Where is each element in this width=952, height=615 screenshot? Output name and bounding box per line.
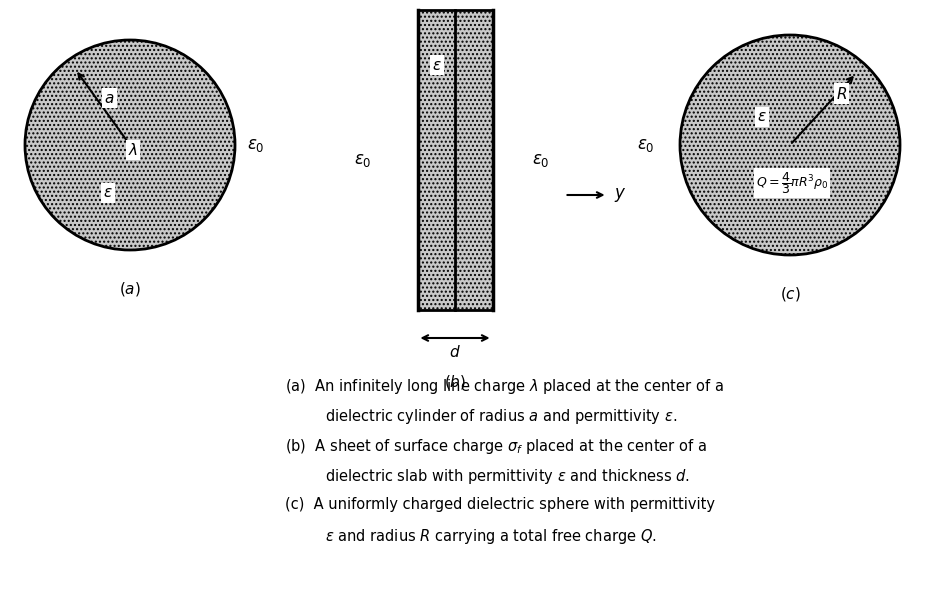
Text: $\epsilon_0$: $\epsilon_0$ — [638, 136, 655, 154]
Text: $Q = \dfrac{4}{3}\pi R^3\rho_0$: $Q = \dfrac{4}{3}\pi R^3\rho_0$ — [756, 170, 828, 196]
Text: $\epsilon_0$: $\epsilon_0$ — [247, 136, 265, 154]
Text: $\epsilon$: $\epsilon$ — [103, 186, 113, 200]
Text: $\varepsilon$ and radius $R$ carrying a total free charge $Q$.: $\varepsilon$ and radius $R$ carrying a … — [325, 527, 657, 546]
Text: $a$: $a$ — [104, 90, 114, 106]
Text: $d$: $d$ — [449, 344, 461, 360]
Text: $\lambda$: $\lambda$ — [128, 142, 138, 158]
Text: (c)  A uniformly charged dielectric sphere with permittivity: (c) A uniformly charged dielectric spher… — [285, 497, 715, 512]
Text: dielectric cylinder of radius $a$ and permittivity $\varepsilon$.: dielectric cylinder of radius $a$ and pe… — [325, 407, 677, 426]
Bar — [418, 10, 492, 310]
Circle shape — [25, 40, 235, 250]
Text: $R$: $R$ — [836, 85, 847, 101]
Text: (b)  A sheet of surface charge $\sigma_f$ placed at the center of a: (b) A sheet of surface charge $\sigma_f$… — [285, 437, 707, 456]
Text: (a)  An infinitely long line charge $\lambda$ placed at the center of a: (a) An infinitely long line charge $\lam… — [285, 377, 724, 396]
Circle shape — [680, 35, 900, 255]
Text: $\mathit{(a)}$: $\mathit{(a)}$ — [119, 280, 141, 298]
Text: $\epsilon$: $\epsilon$ — [432, 57, 442, 73]
Text: $y$: $y$ — [614, 186, 627, 204]
Text: dielectric slab with permittivity $\varepsilon$ and thickness $d$.: dielectric slab with permittivity $\vare… — [325, 467, 690, 486]
Text: $\mathit{(c)}$: $\mathit{(c)}$ — [780, 285, 801, 303]
Text: $\mathit{(b)}$: $\mathit{(b)}$ — [444, 373, 466, 391]
Text: $\epsilon$: $\epsilon$ — [757, 109, 767, 124]
Text: $\epsilon_0$: $\epsilon_0$ — [532, 151, 549, 169]
Text: $\epsilon_0$: $\epsilon_0$ — [354, 151, 371, 169]
